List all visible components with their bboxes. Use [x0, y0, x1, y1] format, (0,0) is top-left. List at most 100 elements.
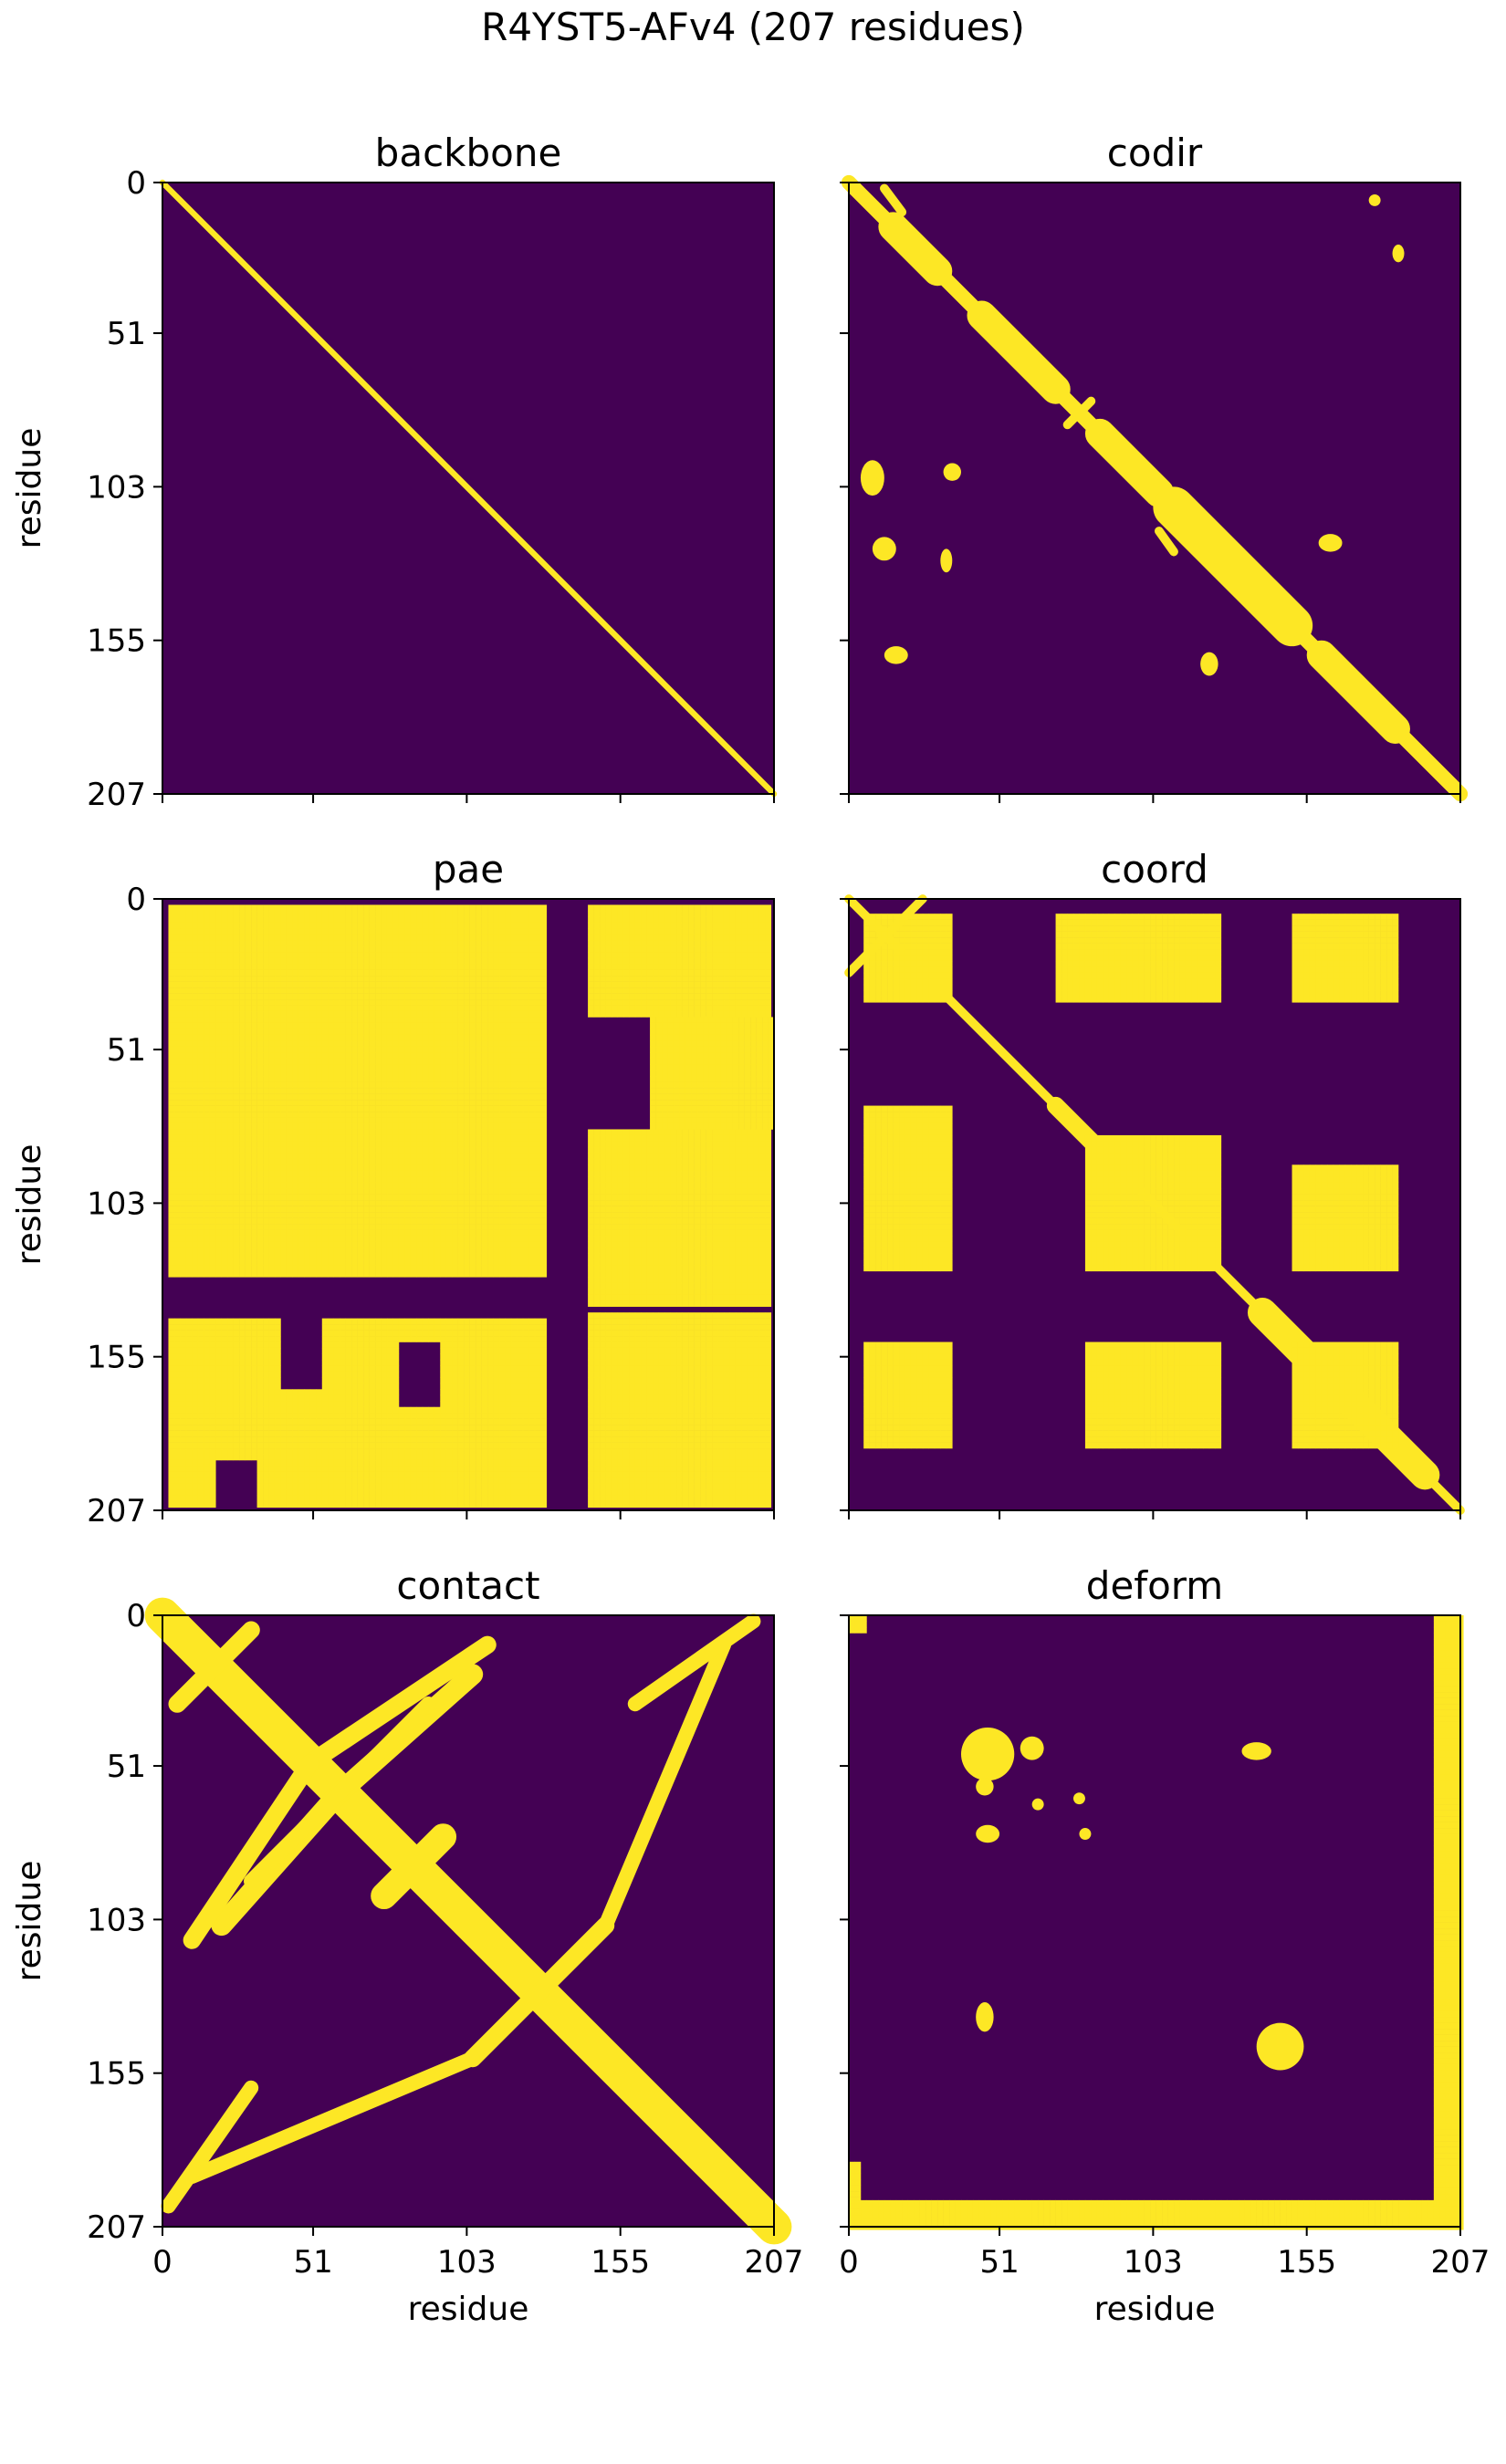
heatmap-cell	[197, 1164, 204, 1172]
heatmap-cell	[528, 1194, 536, 1201]
heatmap-cell	[386, 1112, 393, 1118]
heatmap-cell	[304, 1194, 311, 1201]
heatmap-cell	[422, 1034, 429, 1041]
heatmap-cell	[528, 1134, 536, 1142]
heatmap-cell	[357, 1229, 364, 1237]
heatmap-cell	[440, 1105, 447, 1112]
heatmap-cell	[534, 916, 541, 924]
heatmap-cell	[345, 1200, 352, 1206]
heatmap-cell	[600, 1141, 606, 1148]
heatmap-cell	[498, 987, 506, 994]
heatmap-cell	[321, 952, 329, 959]
heatmap-cell	[227, 922, 234, 929]
heatmap-cell	[498, 1034, 506, 1041]
heatmap-cell	[622, 922, 630, 929]
heatmap-cell	[440, 1076, 447, 1082]
heatmap-cell	[185, 922, 193, 929]
heatmap-cell	[274, 1052, 281, 1060]
heatmap-cell	[340, 1010, 346, 1018]
heatmap-cell	[304, 1212, 311, 1218]
heatmap-cell	[263, 1146, 269, 1154]
heatmap-cell	[445, 1129, 453, 1136]
heatmap-cell	[392, 1052, 400, 1060]
heatmap-cell	[445, 940, 453, 947]
heatmap-cell	[729, 987, 737, 994]
heatmap-cell	[173, 1134, 181, 1142]
heatmap-cell	[588, 934, 594, 941]
heatmap-cell	[316, 1241, 323, 1248]
heatmap-cell	[717, 916, 725, 924]
heatmap-cell	[611, 904, 618, 912]
heatmap-cell	[641, 964, 648, 970]
heatmap-cell	[351, 1081, 358, 1089]
heatmap-cell	[209, 999, 216, 1006]
heatmap-cell	[664, 945, 672, 953]
heatmap-cell	[688, 916, 695, 924]
heatmap-cell	[741, 1176, 748, 1184]
heatmap-cell	[351, 1076, 358, 1082]
heatmap-cell	[493, 1212, 500, 1218]
heatmap-cell	[274, 1122, 281, 1130]
heatmap-cell	[274, 934, 281, 941]
heatmap-cell	[476, 1253, 482, 1260]
heatmap-cell	[298, 1241, 305, 1248]
heatmap-cell	[274, 1134, 281, 1142]
heatmap-cell	[351, 993, 358, 1000]
heatmap-cell	[528, 1100, 536, 1106]
heatmap-cell	[215, 1176, 223, 1184]
heatmap-cell	[309, 1153, 317, 1160]
heatmap-cell	[600, 904, 606, 912]
heatmap-cell	[363, 1129, 370, 1136]
heatmap-cell	[498, 1206, 506, 1213]
heatmap-cell	[233, 1052, 240, 1060]
heatmap-cell	[381, 1247, 388, 1254]
heatmap-cell	[617, 1141, 624, 1148]
heatmap-cell	[185, 1022, 193, 1029]
heatmap-cell	[682, 934, 689, 941]
heatmap-cell	[369, 1182, 376, 1189]
heatmap-cell	[735, 1182, 742, 1189]
heatmap-cell	[517, 910, 524, 917]
heatmap-cell	[464, 1064, 470, 1071]
heatmap-cell	[457, 1253, 465, 1260]
heatmap-cell	[676, 1134, 683, 1142]
heatmap-cell	[758, 952, 766, 959]
heatmap-cell	[215, 1093, 223, 1101]
heatmap-cell	[316, 1258, 323, 1266]
heatmap-cell	[239, 1212, 246, 1218]
heatmap-cell	[316, 1040, 323, 1048]
heatmap-cell	[452, 1200, 458, 1206]
heatmap-cell	[197, 1034, 204, 1041]
heatmap-cell	[664, 1153, 672, 1160]
heatmap-cell	[457, 999, 465, 1006]
heatmap-cell	[316, 1153, 323, 1160]
heatmap-cell	[445, 1028, 453, 1036]
heatmap-cell	[369, 1164, 376, 1172]
heatmap-cell	[469, 1005, 476, 1012]
heatmap-cell	[304, 1182, 311, 1189]
heatmap-cell	[481, 1158, 488, 1165]
heatmap-cell	[215, 1241, 223, 1248]
heatmap-cell	[309, 934, 317, 941]
heatmap-cell	[758, 922, 766, 929]
heatmap-cell	[469, 1170, 476, 1177]
heatmap-cell	[747, 952, 754, 959]
heatmap-cell	[540, 1217, 548, 1225]
heatmap-cell	[676, 964, 683, 970]
heatmap-cell	[173, 1182, 181, 1189]
heatmap-cell	[416, 964, 424, 970]
heatmap-cell	[422, 934, 429, 941]
heatmap-cell	[505, 916, 512, 924]
heatmap-cell	[753, 1153, 760, 1160]
heatmap-cell	[340, 1253, 346, 1260]
heatmap-cell	[292, 1034, 299, 1041]
heatmap-cell	[286, 922, 293, 929]
heatmap-cell	[381, 1081, 388, 1089]
heatmap-cell	[357, 1141, 364, 1148]
heatmap-cell	[209, 1022, 216, 1029]
heatmap-cell	[528, 910, 536, 917]
heatmap-cell	[375, 999, 382, 1006]
heatmap-cell	[309, 1112, 317, 1118]
heatmap-cell	[357, 928, 364, 935]
heatmap-cell	[694, 964, 701, 970]
